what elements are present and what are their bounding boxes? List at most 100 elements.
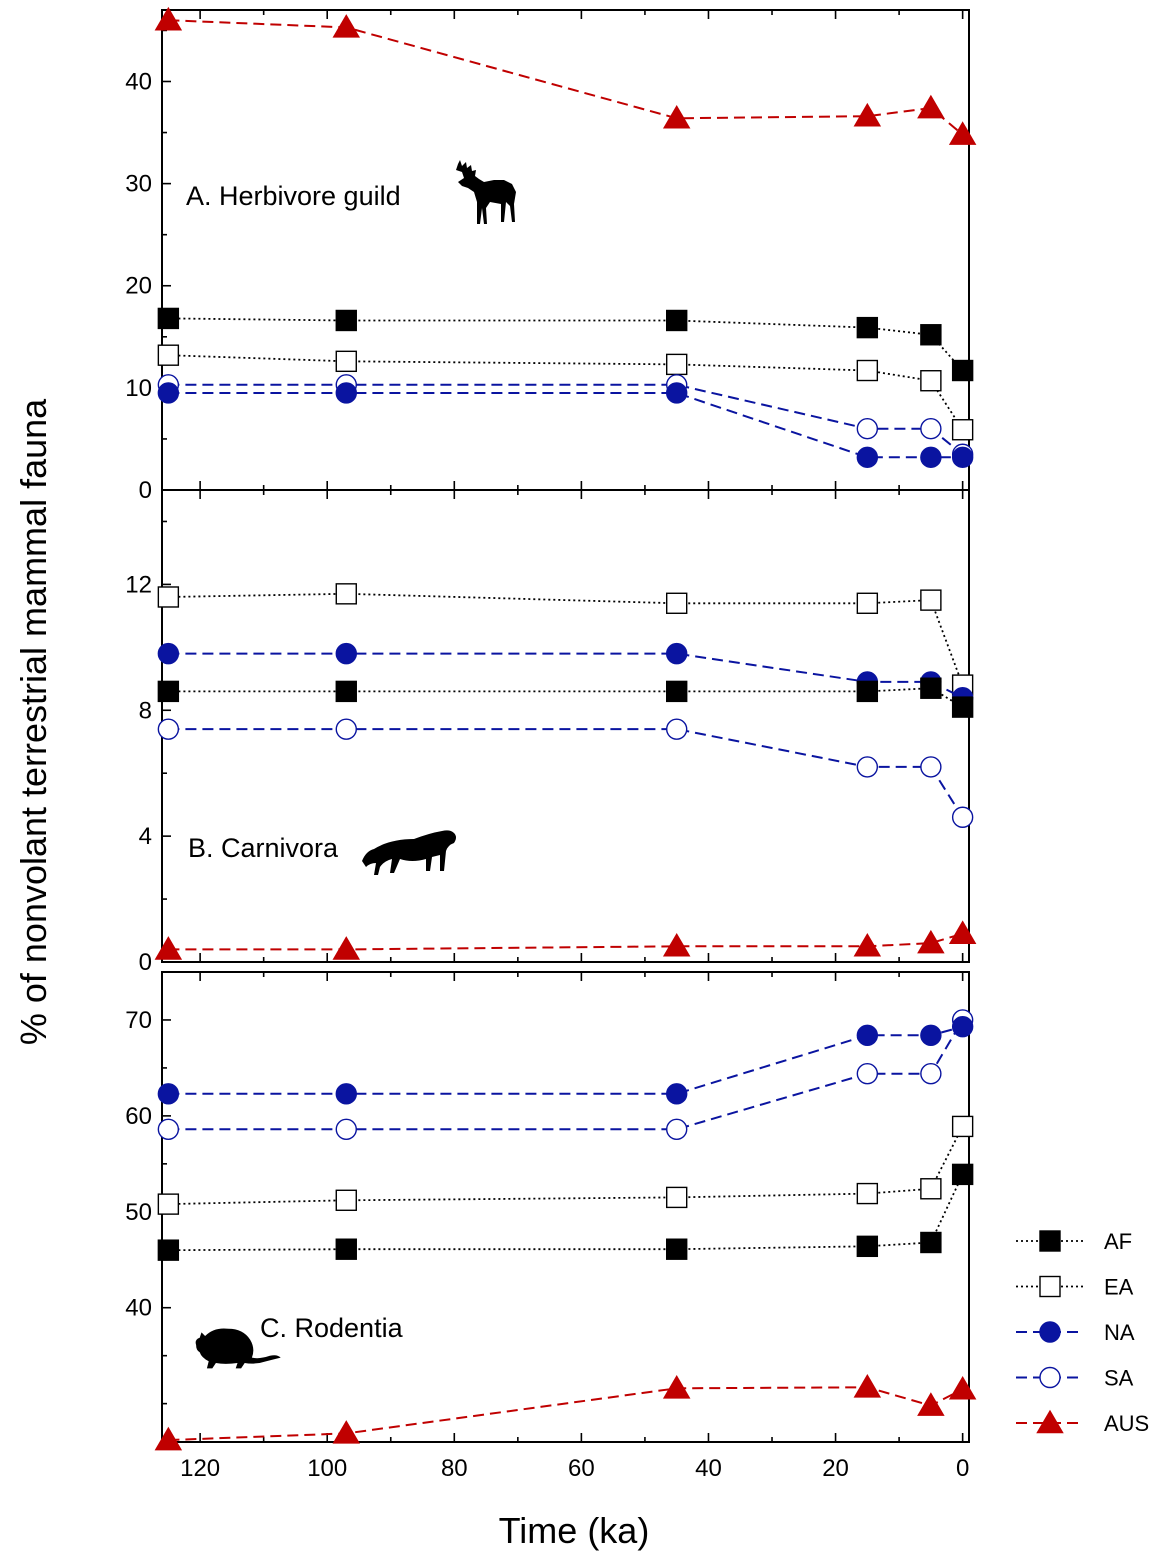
- series-line: [168, 1125, 964, 1205]
- legend-label: NA: [1104, 1320, 1135, 1345]
- data-point: [856, 359, 879, 382]
- series-af: [157, 307, 974, 382]
- data-point: [920, 1178, 942, 1200]
- data-point: [157, 1118, 180, 1141]
- panel-1: 0 10 20 30 40 A. Herbivore guild: [125, 6, 977, 504]
- legend-label: AF: [1104, 1229, 1132, 1254]
- legend-marker: [1039, 1275, 1061, 1298]
- data-point: [335, 642, 357, 665]
- data-point: [856, 1024, 879, 1047]
- data-point: [157, 382, 180, 404]
- data-point: [853, 1374, 882, 1398]
- data-point: [951, 1015, 974, 1038]
- legend-label: AUS: [1104, 1411, 1149, 1436]
- series-sa: [157, 1009, 974, 1141]
- data-point: [157, 642, 180, 665]
- x-axis-title: Time (ka): [499, 1510, 650, 1551]
- data-point: [335, 1118, 357, 1141]
- legend-entry-af: AF: [1016, 1229, 1132, 1254]
- series-line: [168, 19, 964, 136]
- series-line: [168, 728, 964, 818]
- series-sa: [157, 374, 974, 465]
- data-point: [920, 1231, 942, 1254]
- series-af: [157, 1163, 974, 1261]
- series-af: [157, 677, 974, 718]
- data-point: [666, 642, 688, 665]
- data-point: [157, 718, 180, 740]
- icons-layer: [195, 160, 516, 1369]
- data-point: [920, 756, 942, 778]
- data-point: [335, 583, 357, 605]
- data-point: [920, 446, 942, 469]
- data-point: [853, 102, 882, 127]
- data-point: [662, 1374, 691, 1399]
- data-point: [666, 1186, 688, 1209]
- panel-title: B. Carnivora: [188, 833, 339, 863]
- x-tick-labels: 120 100 80 60 40 20 0: [180, 1455, 969, 1482]
- legend-entry-aus: AUS: [1016, 1409, 1149, 1436]
- data-point: [666, 592, 688, 614]
- series-line: [168, 592, 964, 686]
- legend-label: SA: [1104, 1366, 1134, 1391]
- data-point: [335, 1238, 357, 1260]
- data-point: [920, 1062, 942, 1085]
- data-point: [856, 446, 879, 469]
- y-tick-label: 40: [125, 68, 152, 95]
- series-line: [168, 317, 964, 372]
- data-point: [666, 718, 688, 740]
- x-tick-label: 120: [180, 1455, 220, 1482]
- panel-frame: [161, 489, 970, 963]
- data-point: [951, 1115, 974, 1138]
- data-point: [948, 121, 977, 145]
- data-point: [951, 696, 974, 718]
- data-point: [666, 382, 688, 404]
- data-point: [666, 680, 688, 703]
- data-point: [856, 1062, 879, 1085]
- data-point: [951, 446, 974, 469]
- data-point: [666, 353, 688, 376]
- series-aus: [154, 920, 977, 960]
- data-point: [948, 920, 977, 944]
- y-tick-label: 40: [125, 1295, 152, 1322]
- legend-entry-na: NA: [1016, 1320, 1135, 1345]
- y-tick-label: 70: [125, 1007, 152, 1034]
- panel-2: 0 4 8 12 B. Carnivora: [125, 489, 977, 976]
- series-line: [168, 1174, 964, 1252]
- series-line: [168, 392, 963, 459]
- data-point: [335, 718, 357, 740]
- series-aus: [154, 1374, 977, 1451]
- data-point: [332, 936, 361, 960]
- series-aus: [154, 6, 977, 145]
- series-line: [168, 1019, 964, 1131]
- y-tick-label: 0: [139, 949, 152, 976]
- data-point: [157, 307, 180, 330]
- data-point: [951, 359, 974, 382]
- series-line: [168, 1025, 963, 1095]
- data-point: [335, 680, 357, 703]
- series-na: [157, 642, 974, 709]
- x-tick-label: 20: [822, 1455, 849, 1482]
- data-point: [951, 806, 974, 828]
- y-tick-label: 8: [139, 697, 152, 724]
- data-point: [666, 309, 688, 332]
- series-na: [157, 382, 974, 469]
- legend-entry-ea: EA: [1016, 1275, 1134, 1300]
- data-point: [157, 344, 180, 366]
- data-point: [335, 350, 357, 373]
- y-tick-label: 50: [125, 1199, 152, 1226]
- y-tick-label: 10: [125, 375, 152, 402]
- data-point: [666, 1238, 688, 1260]
- series-sa: [157, 718, 974, 828]
- x-tick-label: 80: [441, 1455, 468, 1482]
- y-tick-label: 12: [125, 571, 152, 598]
- x-tick-label: 100: [307, 1455, 347, 1482]
- y-tick-label: 20: [125, 273, 152, 300]
- data-point: [154, 936, 183, 960]
- series-line: [168, 687, 964, 708]
- data-point: [662, 932, 691, 957]
- data-point: [335, 382, 357, 404]
- y-tick-label: 60: [125, 1103, 152, 1130]
- panels-layer: 0 10 20 30 40 A. Herbivore guild 0 4 8 12 B. Carni…: [125, 6, 977, 1482]
- data-point: [335, 309, 357, 332]
